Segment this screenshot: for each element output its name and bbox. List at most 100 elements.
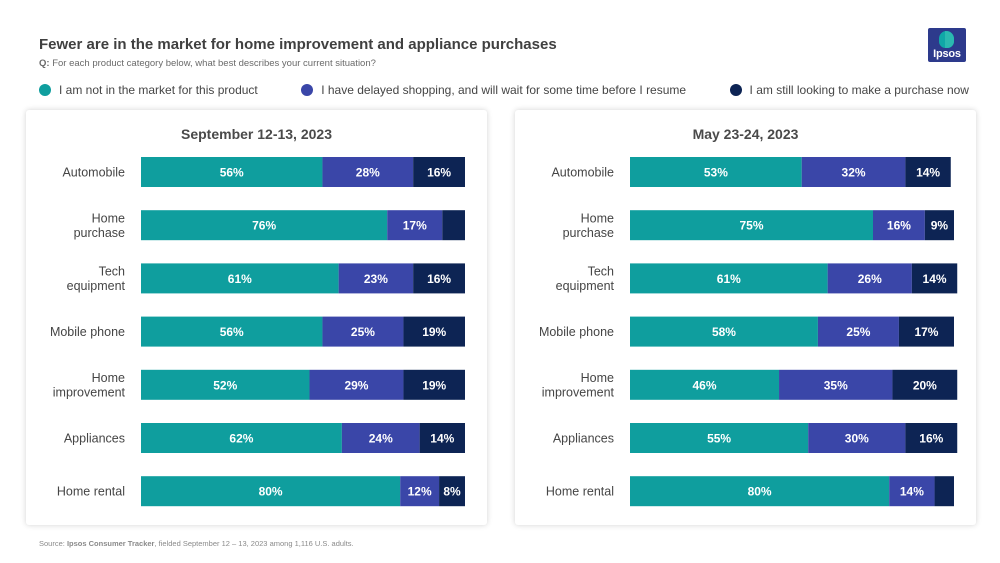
bar-segment-automobile-delayed [322, 157, 414, 187]
bar-segment-home-improvement-delayed [779, 369, 893, 400]
bar-segment-home-purchase-looking [442, 210, 465, 241]
data-label-automobile-not-in-market: 56% [220, 166, 244, 180]
data-label-appliances-not-in-market: 55% [707, 432, 731, 446]
data-label-appliances-delayed: 24% [369, 432, 393, 446]
category-label-mobile-phone: Mobile phone [50, 325, 125, 339]
legend-item-delayed: I have delayed shopping, and will wait f… [301, 83, 686, 97]
category-label-line: Home [581, 211, 614, 225]
chart-panel-september: September 12-13, 2023 Automobile 56% 28% 16… [26, 110, 487, 525]
page-title: Fewer are in the market for home improve… [39, 36, 557, 53]
bar-segment-home-improvement-looking [892, 369, 958, 400]
data-label-home-purchase-looking: 9% [931, 219, 949, 233]
data-label-tech-equipment-delayed: 23% [364, 272, 388, 286]
data-label-tech-equipment-looking: 16% [427, 272, 451, 286]
data-label-home-rental-delayed: 12% [408, 485, 432, 499]
category-label-line: improvement [542, 386, 615, 400]
category-label-home-improvement: Home improvement [53, 371, 126, 400]
bar-segment-home-rental-delayed [889, 476, 935, 507]
data-label-tech-equipment-not-in-market: 61% [228, 272, 252, 286]
data-label-tech-equipment-delayed: 26% [858, 272, 882, 286]
category-label-line: Home [92, 211, 125, 225]
chart-panel-may: May 23-24, 2023 Automobile 53% 32% 14% Home p… [515, 110, 976, 525]
data-label-automobile-not-in-market: 53% [704, 166, 728, 180]
bar-segment-mobile-phone-delayed [817, 316, 899, 347]
category-label-line: Mobile phone [50, 325, 125, 339]
bar-segment-home-improvement-not-in-market [630, 369, 780, 400]
category-label-line: Tech [588, 265, 614, 279]
bar-segment-home-purchase-looking [924, 210, 954, 241]
bar-segment-home-improvement-looking [403, 369, 465, 400]
bar-segment-home-improvement-delayed [309, 369, 404, 400]
source-prefix: Source: [39, 539, 67, 548]
bar-segment-automobile-looking [905, 157, 951, 187]
bar-segment-home-purchase-delayed [387, 210, 443, 241]
category-label-tech-equipment: Tech equipment [556, 265, 615, 294]
legend-item-not-in-market: I am not in the market for this product [39, 83, 258, 97]
bar-segment-home-purchase-not-in-market [141, 210, 388, 241]
category-label-home-purchase: Home purchase [74, 211, 125, 240]
bar-segment-appliances-looking [419, 423, 465, 453]
category-label-line: Home rental [57, 485, 125, 499]
legend-label-not-in-market: I am not in the market for this product [59, 83, 258, 97]
data-label-home-improvement-looking: 19% [422, 378, 446, 392]
category-label-line: Home [581, 371, 614, 385]
data-label-home-improvement-not-in-market: 46% [693, 378, 717, 392]
bar-segment-home-purchase-not-in-market [630, 210, 873, 241]
category-label-line: purchase [74, 226, 125, 240]
bar-segment-appliances-not-in-market [630, 423, 809, 453]
source-details: , fielded September 12 – 13, 2023 among … [154, 539, 354, 548]
chart-legend: I am not in the market for this product … [39, 82, 969, 98]
bar-segment-appliances-delayed [808, 423, 906, 453]
data-label-appliances-looking: 14% [430, 432, 454, 446]
data-label-tech-equipment-not-in-market: 61% [717, 272, 741, 286]
ipsos-logo: Ipsos [928, 28, 966, 62]
data-label-home-purchase-delayed: 17% [403, 219, 427, 233]
bar-segment-home-rental-looking [439, 476, 465, 507]
data-label-mobile-phone-not-in-market: 56% [220, 325, 244, 339]
bar-segment-mobile-phone-delayed [322, 316, 404, 347]
data-label-mobile-phone-looking: 19% [422, 325, 446, 339]
data-label-automobile-looking: 16% [427, 166, 451, 180]
data-label-home-rental-not-in-market: 80% [259, 485, 283, 499]
data-label-home-improvement-delayed: 35% [824, 378, 848, 392]
source-brand: Ipsos Consumer Tracker [66, 539, 155, 548]
bar-segment-home-rental-looking [934, 476, 954, 507]
bar-segment-home-rental-delayed [400, 476, 440, 507]
category-label-line: Automobile [551, 166, 614, 180]
category-label-automobile: Automobile [62, 166, 125, 180]
bar-segment-tech-equipment-delayed [338, 263, 414, 294]
data-label-appliances-delayed: 30% [845, 432, 869, 446]
data-label-home-improvement-not-in-market: 52% [213, 378, 237, 392]
bar-segment-tech-equipment-delayed [827, 263, 912, 294]
bar-segment-mobile-phone-looking [898, 316, 954, 347]
category-label-line: Mobile phone [539, 325, 614, 339]
category-label-automobile: Automobile [551, 166, 614, 180]
category-label-home-rental: Home rental [546, 485, 614, 499]
data-label-automobile-looking: 14% [916, 166, 940, 180]
data-label-home-purchase-delayed: 16% [887, 219, 911, 233]
bar-segment-tech-equipment-looking [413, 263, 465, 294]
bar-segment-automobile-not-in-market [141, 157, 323, 187]
bar-segment-appliances-not-in-market [141, 423, 342, 453]
bar-segment-tech-equipment-not-in-market [141, 263, 339, 294]
data-label-home-rental-delayed: 14% [900, 485, 924, 499]
category-label-line: Tech [99, 265, 125, 279]
bar-segment-home-purchase-delayed [873, 210, 925, 241]
data-label-home-rental-looking: 8% [443, 485, 461, 499]
category-label-line: Automobile [62, 166, 125, 180]
category-label-home-improvement: Home improvement [542, 371, 615, 400]
bar-segment-home-improvement-not-in-market [141, 369, 310, 400]
category-label-line: equipment [67, 279, 126, 293]
category-label-mobile-phone: Mobile phone [539, 325, 614, 339]
legend-label-looking: I am still looking to make a purchase no… [749, 83, 969, 97]
category-label-home-rental: Home rental [57, 485, 125, 499]
category-label-line: equipment [556, 279, 615, 293]
bar-segment-mobile-phone-not-in-market [141, 316, 323, 347]
subtitle-q-label: Q: [39, 58, 50, 69]
logo-text: Ipsos [933, 48, 961, 60]
bar-segment-home-rental-not-in-market [630, 476, 890, 507]
bar-segment-appliances-delayed [341, 423, 420, 453]
data-label-home-purchase-not-in-market: 75% [739, 219, 763, 233]
